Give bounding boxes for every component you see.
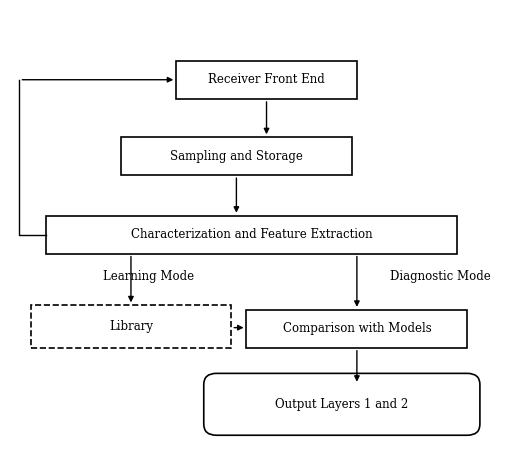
Text: Comparison with Models: Comparison with Models [282, 322, 431, 335]
FancyBboxPatch shape [204, 374, 480, 435]
Text: Receiver Front End: Receiver Front End [208, 73, 325, 86]
Bar [46, 216, 457, 254]
Text: Output Layers 1 and 2: Output Layers 1 and 2 [275, 398, 408, 411]
Text: Characterization and Feature Extraction: Characterization and Feature Extraction [131, 228, 372, 241]
Text: Diagnostic Mode: Diagnostic Mode [390, 269, 490, 283]
Text: Library: Library [109, 320, 153, 333]
Bar [246, 310, 468, 348]
Bar [176, 61, 357, 99]
Bar [121, 137, 352, 175]
Text: Sampling and Storage: Sampling and Storage [170, 149, 303, 163]
Text: Learning Mode: Learning Mode [104, 269, 195, 283]
